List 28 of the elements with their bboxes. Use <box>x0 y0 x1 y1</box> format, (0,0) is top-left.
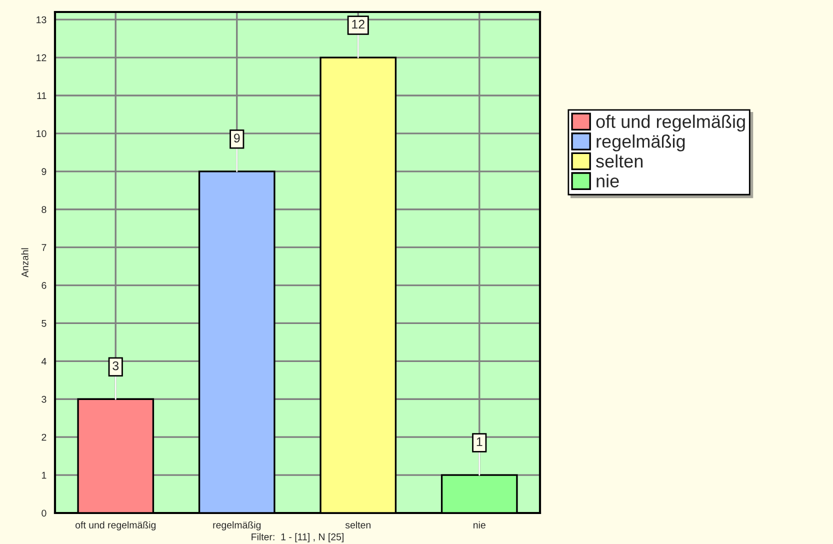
x-axis-title: Filter: 1 - [11] , N [25] <box>252 533 344 542</box>
x-tick-label: selten <box>345 521 370 528</box>
legend-label: regelmäßig <box>596 134 685 152</box>
y-tick-label: 0 <box>42 510 46 517</box>
x-tick-label: nie <box>474 521 486 528</box>
y-tick-label: 13 <box>36 16 46 24</box>
x-tick-label: oft und regelmäßig <box>76 521 156 530</box>
y-tick-label: 11 <box>37 92 46 100</box>
y-tick-label: 2 <box>42 434 46 441</box>
legend-label: nie <box>596 174 619 188</box>
y-tick-label: 10 <box>36 130 46 138</box>
y-tick-label: 8 <box>42 206 46 213</box>
data-label: 12 <box>352 20 364 29</box>
y-tick-label: 7 <box>42 244 46 251</box>
y-axis-title: Anzahl <box>21 248 28 278</box>
data-label: 1 <box>476 437 482 446</box>
y-tick-label: 5 <box>42 320 46 327</box>
y-tick-label: 6 <box>42 282 46 289</box>
data-label: 3 <box>112 361 119 370</box>
y-tick-label: 9 <box>42 168 46 176</box>
y-tick-label: 1 <box>42 472 46 479</box>
x-tick-label: regelmäßig <box>213 521 261 530</box>
y-tick-label: 12 <box>36 54 46 62</box>
legend-label: selten <box>596 154 643 168</box>
y-tick-label: 4 <box>41 358 46 365</box>
data-label: 9 <box>234 134 240 143</box>
legend-label: oft und regelmäßig <box>596 114 745 132</box>
y-tick-label: 3 <box>42 396 46 403</box>
